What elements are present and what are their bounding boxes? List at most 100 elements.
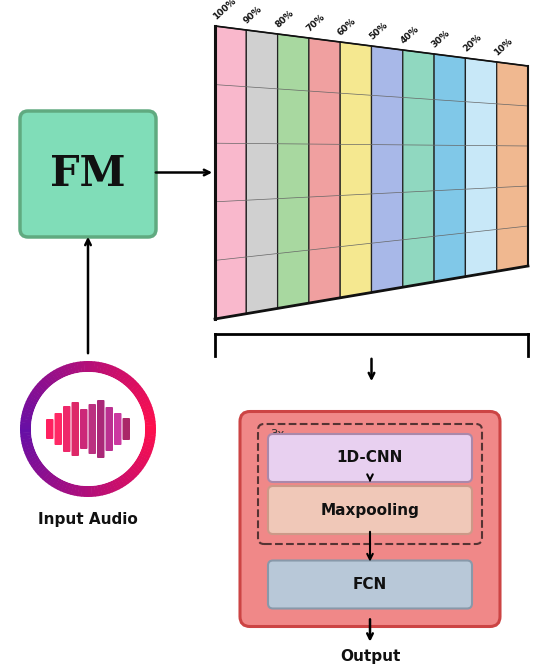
Wedge shape [90,361,95,373]
Wedge shape [21,441,33,447]
Wedge shape [57,367,65,378]
Wedge shape [27,395,39,404]
Wedge shape [102,363,109,374]
Wedge shape [142,408,154,414]
Polygon shape [466,58,497,277]
Wedge shape [31,460,42,469]
Wedge shape [126,378,136,388]
Text: 100%: 100% [211,0,237,21]
Wedge shape [42,376,52,387]
Wedge shape [29,392,40,401]
Wedge shape [74,485,79,496]
Wedge shape [22,444,34,451]
Wedge shape [128,380,139,391]
FancyBboxPatch shape [54,413,62,445]
Wedge shape [51,477,60,488]
Wedge shape [20,429,31,433]
Wedge shape [138,454,149,463]
Wedge shape [21,412,33,418]
Wedge shape [35,465,46,475]
Wedge shape [60,365,67,377]
Wedge shape [111,479,119,491]
Wedge shape [54,478,63,490]
Wedge shape [37,381,48,391]
Wedge shape [134,459,145,469]
Wedge shape [40,378,50,389]
Wedge shape [136,457,147,466]
Wedge shape [123,376,133,386]
Circle shape [31,372,145,486]
Wedge shape [114,368,122,380]
Wedge shape [143,411,154,417]
FancyBboxPatch shape [20,111,156,237]
Wedge shape [116,370,125,381]
Polygon shape [372,46,403,293]
Wedge shape [88,361,91,372]
Wedge shape [73,362,79,373]
Text: 3x: 3x [270,428,285,441]
Text: 70%: 70% [305,12,327,33]
Wedge shape [100,363,106,374]
Wedge shape [81,361,85,373]
Wedge shape [141,446,153,454]
Wedge shape [42,471,53,482]
Text: 40%: 40% [399,24,421,45]
Wedge shape [100,484,106,495]
Text: 90%: 90% [242,4,264,25]
Wedge shape [116,477,126,488]
Text: 20%: 20% [461,32,483,53]
Wedge shape [84,486,89,497]
Wedge shape [94,361,98,373]
Wedge shape [66,363,73,375]
Wedge shape [33,386,44,396]
Wedge shape [142,444,154,450]
Wedge shape [144,418,156,423]
Wedge shape [70,484,77,495]
Wedge shape [70,363,76,374]
Wedge shape [35,384,46,394]
Wedge shape [103,483,109,495]
Wedge shape [132,462,144,472]
Wedge shape [105,364,113,376]
Wedge shape [139,398,150,406]
FancyBboxPatch shape [46,419,53,439]
Wedge shape [48,475,57,486]
Wedge shape [137,394,149,403]
FancyBboxPatch shape [106,407,113,451]
Text: 30%: 30% [430,28,452,49]
Polygon shape [215,26,246,319]
Text: 10%: 10% [493,36,515,57]
Wedge shape [26,398,37,406]
Wedge shape [145,428,156,432]
Wedge shape [20,418,32,424]
Wedge shape [27,455,39,463]
Wedge shape [121,374,131,384]
Wedge shape [144,434,156,440]
Text: 50%: 50% [368,20,390,41]
Wedge shape [126,469,137,479]
Wedge shape [139,452,150,460]
FancyBboxPatch shape [268,560,472,608]
Wedge shape [97,485,103,496]
FancyBboxPatch shape [80,409,88,449]
Wedge shape [21,438,32,444]
Wedge shape [119,475,128,486]
Wedge shape [24,401,36,409]
Wedge shape [131,465,141,475]
Wedge shape [67,483,74,495]
Polygon shape [434,54,466,282]
Wedge shape [20,435,32,440]
Wedge shape [29,457,40,467]
Wedge shape [121,473,131,484]
Text: 1D-CNN: 1D-CNN [337,450,403,465]
Wedge shape [135,392,147,400]
Wedge shape [26,452,38,460]
Wedge shape [23,404,35,412]
FancyBboxPatch shape [63,406,71,452]
Wedge shape [20,432,32,437]
Wedge shape [60,481,68,493]
Wedge shape [77,485,83,497]
Wedge shape [88,486,92,497]
Wedge shape [20,422,32,426]
Wedge shape [96,362,102,373]
